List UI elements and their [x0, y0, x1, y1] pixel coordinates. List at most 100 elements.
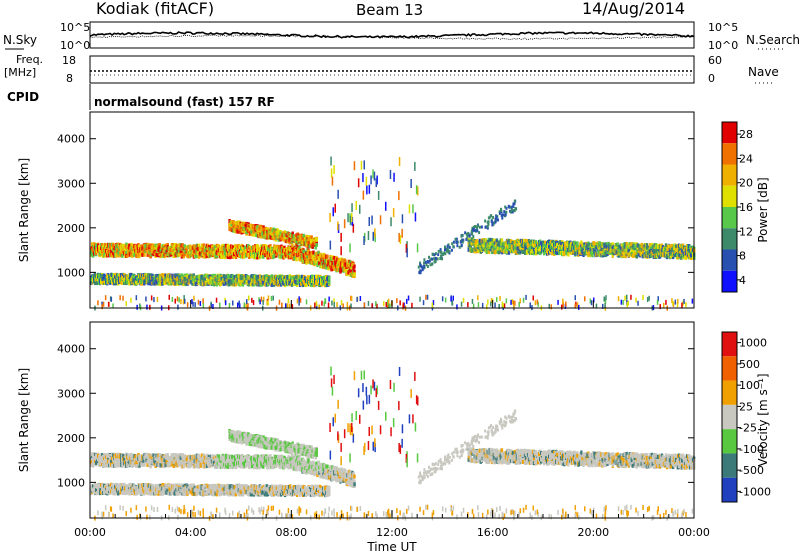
power-cell	[508, 243, 512, 248]
power-cell	[617, 296, 620, 302]
power-cell	[334, 260, 337, 265]
power-cell	[217, 276, 220, 281]
power-cell	[507, 250, 511, 255]
power-cell	[490, 238, 494, 242]
power-cell	[656, 245, 660, 249]
power-cell	[223, 250, 227, 255]
power-cell	[178, 297, 180, 303]
power-cell	[154, 245, 157, 250]
power-cell	[544, 240, 547, 245]
power-cell	[690, 253, 693, 258]
power-cell	[245, 230, 248, 235]
power-cell	[313, 254, 316, 259]
power-cell	[219, 282, 222, 286]
power-cell	[591, 253, 594, 258]
nsky-label: N.Sky	[3, 33, 37, 47]
power-cell	[350, 295, 352, 301]
power-cell	[164, 246, 167, 251]
power-cell	[690, 256, 693, 260]
power-cell	[116, 253, 119, 258]
power-cell	[127, 252, 130, 257]
power-cell	[344, 262, 347, 267]
power-cell	[581, 246, 584, 251]
power-cell	[158, 245, 161, 250]
power-cell	[191, 281, 194, 286]
power-cell	[509, 239, 513, 244]
power-cell	[278, 275, 282, 280]
power-cell	[272, 295, 274, 301]
power-cell	[262, 225, 265, 230]
power-cell	[286, 303, 289, 309]
power-cell	[222, 274, 225, 278]
power-cell	[505, 298, 508, 304]
power-cell	[522, 238, 526, 243]
power-cell	[511, 299, 513, 304]
power-cell	[456, 304, 458, 310]
power-cell	[151, 273, 154, 278]
power-cell	[325, 265, 328, 270]
power-cell	[514, 300, 516, 306]
power-cell	[152, 243, 155, 248]
power-cell	[153, 297, 155, 303]
power-cell	[92, 249, 95, 253]
power-cell	[484, 238, 487, 243]
power-cell	[215, 282, 218, 287]
power-cell	[279, 231, 282, 236]
power-cell	[146, 304, 148, 310]
power-cell	[633, 246, 636, 251]
power-cell	[276, 251, 279, 256]
power-cell	[616, 242, 619, 247]
power-cell	[210, 276, 213, 281]
power-cell	[156, 273, 159, 278]
power-cell	[648, 243, 652, 248]
power-cell	[281, 252, 284, 257]
power-cell	[630, 249, 633, 254]
power-cell	[262, 227, 265, 232]
power-cell	[96, 281, 99, 286]
power-cell	[148, 247, 151, 252]
power-cell	[537, 301, 539, 307]
power-cell	[641, 250, 645, 254]
nsearch-tick-top: 10^5	[708, 21, 738, 34]
power-cell	[168, 294, 170, 300]
power-cell	[263, 296, 265, 302]
power-cell	[310, 235, 313, 240]
power-cell	[527, 242, 531, 247]
power-cell	[328, 276, 331, 281]
freq-tick-top: 18	[62, 54, 76, 67]
power-cell	[226, 243, 230, 248]
station-title: Kodiak (fitACF)	[96, 0, 214, 18]
power-cell	[158, 243, 161, 247]
power-cell	[670, 243, 674, 248]
power-cell	[235, 244, 238, 249]
power-cell	[251, 297, 253, 303]
power-cell	[110, 249, 113, 254]
power-cell	[283, 245, 286, 250]
power-cell	[251, 227, 254, 232]
power-cell	[246, 247, 249, 252]
power-cell	[551, 251, 554, 256]
power-cell	[218, 278, 221, 283]
power-cell	[130, 272, 133, 277]
power-cell	[150, 243, 153, 248]
power-cell	[296, 298, 299, 304]
power-cell	[97, 300, 99, 306]
power-cell	[538, 242, 541, 247]
power-cell	[142, 249, 145, 253]
power-cell	[500, 238, 504, 243]
power-cell	[650, 242, 654, 247]
power-cell	[322, 281, 325, 286]
cpid-label: CPID	[7, 90, 39, 104]
power-cell	[139, 277, 142, 282]
power-cell	[528, 246, 532, 251]
power-cell	[191, 299, 193, 305]
power-cell	[626, 302, 628, 308]
freq-label-line1: Freq.	[16, 53, 43, 66]
power-cell	[328, 280, 331, 285]
power-cell	[674, 299, 677, 305]
power-cell	[123, 273, 126, 278]
power-cell	[367, 300, 370, 306]
power-cell	[620, 243, 623, 248]
power-cell	[593, 248, 596, 253]
nsky-tick-bottom: 10^0	[60, 39, 90, 52]
